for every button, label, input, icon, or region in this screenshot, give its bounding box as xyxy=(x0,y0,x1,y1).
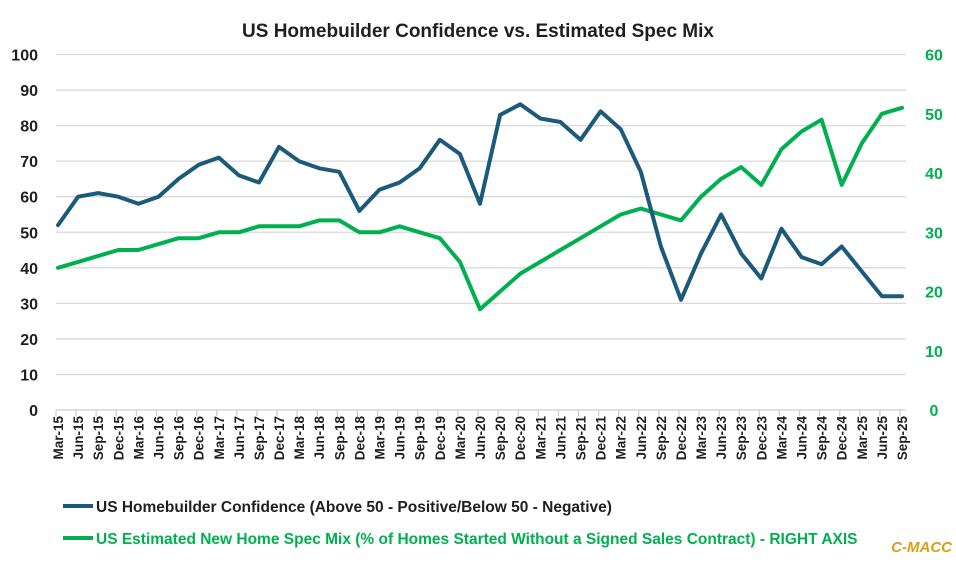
x-tick-label: Sep-17 xyxy=(252,416,267,460)
x-tick-label: Mar-16 xyxy=(131,416,146,460)
legend-label-spec-mix: US Estimated New Home Spec Mix (% of Hom… xyxy=(96,531,858,548)
x-tick-label: Sep-24 xyxy=(815,416,830,461)
x-tick-label: Dec-16 xyxy=(192,416,207,461)
right-y-tick-label: 40 xyxy=(925,166,943,183)
x-tick-label: Jun-24 xyxy=(795,416,810,460)
left-y-tick-label: 60 xyxy=(20,190,38,207)
left-y-tick-label: 50 xyxy=(20,225,38,242)
gridlines xyxy=(56,53,906,376)
x-tick-label: Dec-21 xyxy=(594,416,609,461)
x-tick-label: Jun-15 xyxy=(71,416,86,460)
left-y-tick-label: 70 xyxy=(20,154,38,171)
x-tick-label: Mar-24 xyxy=(774,416,789,460)
left-y-tick-label: 20 xyxy=(20,332,38,349)
x-tick-label: Sep-23 xyxy=(734,416,749,461)
x-tick-label: Sep-19 xyxy=(413,416,428,460)
x-tick-label: Sep-15 xyxy=(91,416,106,461)
x-tick-label: Mar-17 xyxy=(212,416,227,460)
x-tick-label: Jun-21 xyxy=(553,416,568,460)
x-tick-label: Jun-23 xyxy=(714,416,729,460)
x-tick-label: Dec-18 xyxy=(352,416,367,461)
right-y-tick-label: 10 xyxy=(925,344,943,361)
left-y-axis: 0 10 20 30 40 50 60 70 80 90 100 xyxy=(11,48,38,421)
legend: US Homebuilder Confidence (Above 50 - Po… xyxy=(63,499,858,548)
right-y-tick-label: 50 xyxy=(925,107,943,124)
legend-label-confidence: US Homebuilder Confidence (Above 50 - Po… xyxy=(96,499,612,516)
x-tick-label: Mar-18 xyxy=(292,416,307,460)
right-y-tick-label: 0 xyxy=(930,403,939,420)
x-tick-label: Sep-16 xyxy=(172,416,187,461)
series-lines xyxy=(56,102,904,312)
x-tick-label: Dec-20 xyxy=(513,416,528,460)
x-tick-label: Dec-22 xyxy=(674,416,689,460)
x-tick-label: Dec-17 xyxy=(272,416,287,460)
left-y-tick-label: 40 xyxy=(20,261,38,278)
x-tick-label: Mar-23 xyxy=(694,416,709,460)
right-y-tick-label: 30 xyxy=(925,225,943,242)
x-tick-label: Jun-16 xyxy=(151,416,166,460)
x-tick-label: Dec-23 xyxy=(754,416,769,461)
right-y-tick-label: 60 xyxy=(925,48,943,65)
right-y-tick-label: 20 xyxy=(925,285,943,302)
legend-item-confidence: US Homebuilder Confidence (Above 50 - Po… xyxy=(63,499,612,516)
left-y-tick-label: 10 xyxy=(20,367,38,384)
left-y-tick-label: 0 xyxy=(29,403,38,420)
x-tick-label: Jun-18 xyxy=(312,416,327,460)
x-tick-label: Sep-25 xyxy=(895,416,910,461)
x-tick-label: Mar-22 xyxy=(614,416,629,460)
legend-item-spec-mix: US Estimated New Home Spec Mix (% of Hom… xyxy=(63,531,858,548)
left-y-tick-label: 80 xyxy=(20,119,38,136)
x-tick-label: Sep-20 xyxy=(493,416,508,460)
x-tick-label: Mar-25 xyxy=(855,416,870,460)
x-tick-label: Dec-24 xyxy=(835,416,850,461)
x-tick-label: Sep-18 xyxy=(332,416,347,461)
x-tick-label: Jun-22 xyxy=(634,416,649,460)
x-tick-label: Sep-21 xyxy=(573,416,588,461)
x-tick-label: Mar-19 xyxy=(373,416,388,460)
x-tick-label: Mar-15 xyxy=(51,416,66,460)
right-y-axis: 0 10 20 30 40 50 60 xyxy=(925,48,943,421)
x-tick-label: Jun-20 xyxy=(473,416,488,460)
series-line-spec-mix xyxy=(56,105,904,312)
x-tick-label: Dec-19 xyxy=(433,416,448,460)
series-line-confidence xyxy=(56,102,904,302)
x-tick-label: Jun-17 xyxy=(232,416,247,460)
left-y-tick-label: 30 xyxy=(20,296,38,313)
source-annotation: C-MACC xyxy=(891,539,953,556)
left-y-tick-label: 100 xyxy=(11,48,38,65)
left-y-tick-label: 90 xyxy=(20,83,38,100)
x-tick-label: Sep-22 xyxy=(654,416,669,460)
x-tick-label: Mar-20 xyxy=(453,416,468,460)
x-axis: Mar-15 Jun-15 Sep-15 Dec-15 Mar-16 Jun-16 Sep-… xyxy=(51,409,910,461)
x-tick-label: Dec-15 xyxy=(111,416,126,461)
x-tick-label: Mar-21 xyxy=(533,416,548,460)
x-tick-label: Jun-19 xyxy=(393,416,408,460)
x-tick-label: Jun-25 xyxy=(875,416,890,460)
chart-title: US Homebuilder Confidence vs. Estimated … xyxy=(242,21,714,42)
